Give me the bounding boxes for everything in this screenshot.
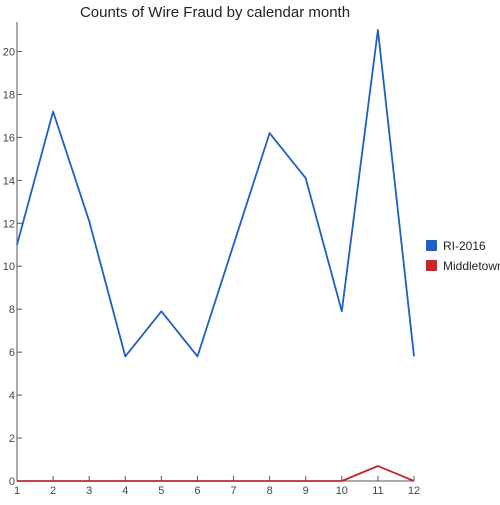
- y-tick-label: 18: [3, 89, 15, 101]
- series-line-middletown: [17, 465, 415, 482]
- y-tick-label: 14: [3, 175, 15, 187]
- legend-label: RI-2016: [443, 239, 486, 253]
- legend: RI-2016 Middletown: [426, 239, 500, 273]
- legend-swatch: [426, 260, 437, 271]
- x-tick-label: 6: [194, 485, 200, 497]
- legend-swatch: [426, 240, 437, 251]
- y-tick-label: 4: [9, 390, 15, 402]
- x-tick-label: 3: [86, 485, 92, 497]
- y-tick-label: 16: [3, 132, 15, 144]
- y-tick-label: 2: [9, 433, 15, 445]
- x-tick-label: 2: [50, 485, 56, 497]
- x-tick-label: 9: [303, 485, 309, 497]
- x-tick-label: 4: [122, 485, 128, 497]
- series-line-ri-2016: [16, 29, 415, 358]
- chart-title: Counts of Wire Fraud by calendar month: [79, 4, 351, 21]
- x-tick-label: 11: [372, 485, 383, 497]
- x-tick-label: 7: [230, 485, 236, 497]
- x-tick-label: 10: [336, 485, 348, 497]
- y-tick-label: 12: [3, 218, 15, 230]
- x-tick-label: 1: [14, 485, 20, 497]
- x-tick-label: 8: [267, 485, 273, 497]
- y-tick-label: 20: [3, 46, 15, 58]
- y-tick-label: 6: [9, 347, 15, 359]
- x-tick-label: 5: [158, 485, 164, 497]
- legend-label: Middletown: [443, 259, 500, 273]
- series-layer: [16, 29, 415, 482]
- y-tick-label: 8: [9, 304, 15, 316]
- x-tick-label: 12: [408, 485, 420, 497]
- y-tick-label: 0: [9, 476, 15, 488]
- y-tick-label: 10: [3, 261, 15, 273]
